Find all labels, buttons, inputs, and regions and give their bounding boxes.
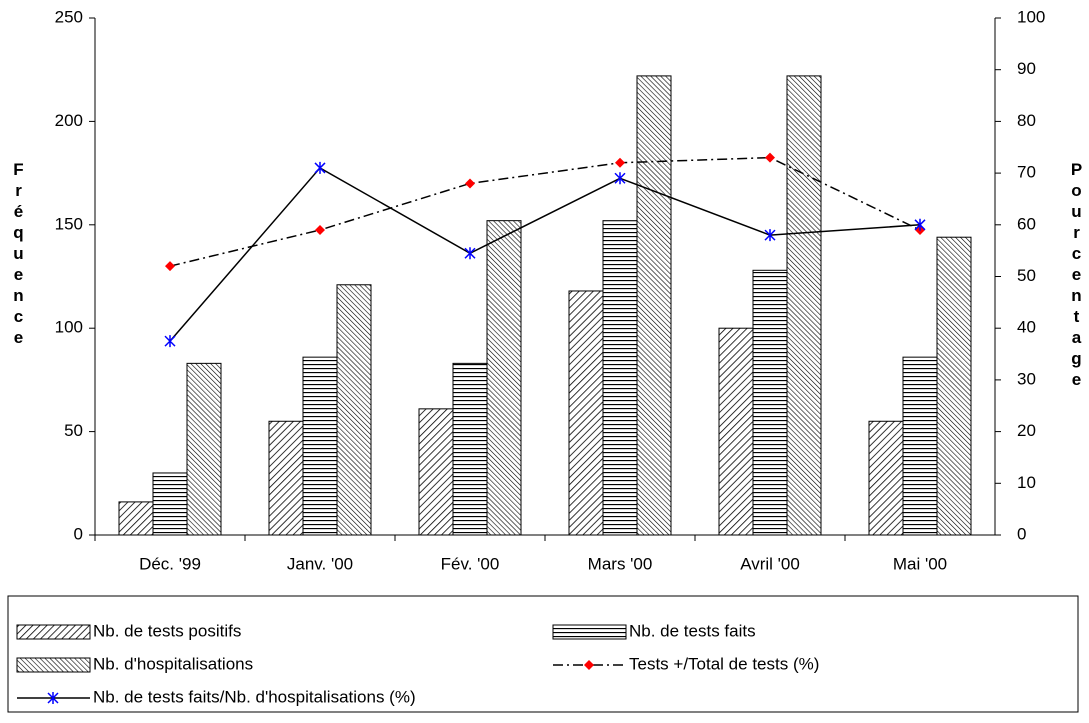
legend-swatch bbox=[16, 657, 91, 673]
bar bbox=[936, 236, 972, 536]
bar bbox=[336, 284, 372, 536]
legend-label: Nb. de tests faits/Nb. d'hospitalisation… bbox=[93, 687, 416, 706]
x-tick-label: Fév. '00 bbox=[441, 554, 500, 573]
bar bbox=[602, 220, 638, 536]
y2-tick-label: 30 bbox=[1017, 369, 1036, 388]
y-tick-label: 50 bbox=[64, 421, 83, 440]
point-marker bbox=[315, 224, 325, 235]
bar bbox=[152, 472, 188, 536]
legend-label: Nb. de tests positifs bbox=[93, 621, 241, 640]
bar bbox=[868, 420, 904, 536]
y2-tick-label: 70 bbox=[1017, 163, 1036, 182]
y-tick-label: 250 bbox=[55, 7, 83, 26]
bar bbox=[636, 75, 672, 536]
bar bbox=[752, 269, 788, 536]
x-tick-label: Janv. '00 bbox=[287, 554, 353, 573]
y2-tick-label: 50 bbox=[1017, 266, 1036, 285]
point-marker bbox=[914, 218, 926, 231]
legend-label: Nb. d'hospitalisations bbox=[93, 654, 253, 673]
x-tick-label: Avril '00 bbox=[740, 554, 800, 573]
x-tick-label: Mai '00 bbox=[893, 554, 947, 573]
point-marker bbox=[164, 335, 176, 348]
y2-tick-label: 80 bbox=[1017, 111, 1036, 130]
y2-tick-label: 90 bbox=[1017, 59, 1036, 78]
legend-label: Tests +/Total de tests (%) bbox=[629, 654, 819, 673]
point-marker bbox=[615, 157, 625, 168]
bar bbox=[118, 501, 154, 536]
bar bbox=[302, 356, 338, 536]
y2-tick-label: 10 bbox=[1017, 473, 1036, 492]
y-tick-label: 0 bbox=[74, 524, 83, 543]
x-tick-label: Mars '00 bbox=[588, 554, 653, 573]
y-tick-label: 150 bbox=[55, 214, 83, 233]
y-tick-label: 200 bbox=[55, 111, 83, 130]
point-marker bbox=[165, 261, 175, 272]
legend-swatch bbox=[552, 624, 627, 640]
y2-tick-label: 100 bbox=[1017, 7, 1045, 26]
y-tick-label: 100 bbox=[55, 318, 83, 337]
point-marker bbox=[464, 247, 476, 260]
point-marker bbox=[765, 152, 775, 163]
line bbox=[169, 156, 921, 267]
bar bbox=[486, 220, 522, 536]
legend-marker bbox=[584, 660, 594, 670]
bar bbox=[452, 362, 488, 536]
point-marker bbox=[314, 161, 326, 174]
bar bbox=[268, 420, 304, 536]
y2-tick-label: 20 bbox=[1017, 421, 1036, 440]
y2-tick-label: 40 bbox=[1017, 318, 1036, 337]
bar bbox=[418, 408, 454, 536]
bar bbox=[902, 356, 938, 536]
point-marker bbox=[614, 172, 626, 185]
y2-tick-label: 0 bbox=[1017, 524, 1026, 543]
x-tick-label: Déc. '99 bbox=[139, 554, 201, 573]
bar bbox=[718, 327, 754, 536]
y-axis-label: Fréquence bbox=[9, 160, 28, 349]
legend-label: Nb. de tests faits bbox=[629, 621, 756, 640]
bar bbox=[568, 290, 604, 536]
point-marker bbox=[764, 229, 776, 242]
legend-swatch bbox=[16, 624, 91, 640]
legend-box bbox=[7, 595, 1079, 713]
line bbox=[169, 166, 921, 342]
point-marker bbox=[465, 178, 475, 189]
bar bbox=[786, 75, 822, 536]
bar bbox=[186, 362, 222, 536]
y2-axis-label: Pourcentage bbox=[1067, 160, 1086, 391]
y2-tick-label: 60 bbox=[1017, 214, 1036, 233]
legend-marker bbox=[47, 692, 59, 704]
